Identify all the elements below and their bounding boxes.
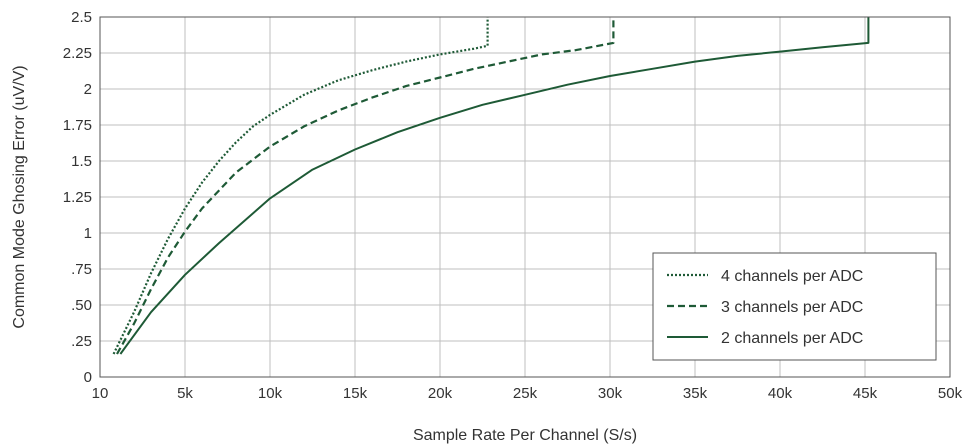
x-tick-label: 10: [92, 385, 109, 402]
x-tick-label: 20k: [428, 385, 453, 402]
x-tick-label: 5k: [177, 385, 193, 402]
y-tick-label: .75: [71, 261, 92, 278]
legend-label: 3 channels per ADC: [721, 299, 863, 316]
legend-label: 2 channels per ADC: [721, 330, 863, 347]
x-tick-label: 30k: [598, 385, 623, 402]
y-tick-label: 1.25: [63, 189, 92, 206]
y-tick-label: .50: [71, 297, 92, 314]
y-tick-label: 0: [84, 369, 92, 386]
y-tick-label: 2.25: [63, 45, 92, 62]
y-tick-label: 1.5: [71, 153, 92, 170]
x-tick-label: 50k: [938, 385, 963, 402]
series-layer: [112, 17, 870, 355]
y-tick-label: 1.75: [63, 117, 92, 134]
series-line-2-channels: [119, 17, 870, 355]
series-line-4-channels: [112, 17, 489, 355]
x-tick-label: 45k: [853, 385, 878, 402]
x-tick-label: 40k: [768, 385, 793, 402]
y-tick-label: .25: [71, 333, 92, 350]
x-tick-label: 25k: [513, 385, 538, 402]
y-axis-title: Common Mode Ghosing Error (uV/V): [11, 65, 28, 328]
x-tick-label: 35k: [683, 385, 708, 402]
series-line-3-channels: [116, 17, 615, 355]
plot-frame: [99, 16, 951, 378]
y-tick-label: 2.5: [71, 9, 92, 26]
y-tick-label: 1: [84, 225, 92, 242]
legend-label: 4 channels per ADC: [721, 268, 863, 285]
y-tick-labels: 0 .25 .50 .75 1 1.25 1.5 1.75 2 2.25 2.5: [63, 9, 92, 386]
x-axis-title: Sample Rate Per Channel (S/s): [413, 427, 637, 444]
x-tick-label: 15k: [343, 385, 368, 402]
y-tick-label: 2: [84, 81, 92, 98]
x-tick-labels: 10 5k 10k 15k 20k 25k 30k 35k 40k 45k 50k: [92, 385, 963, 402]
legend: 4 channels per ADC 3 channels per ADC 2 ch…: [652, 252, 937, 361]
x-tick-label: 10k: [258, 385, 283, 402]
